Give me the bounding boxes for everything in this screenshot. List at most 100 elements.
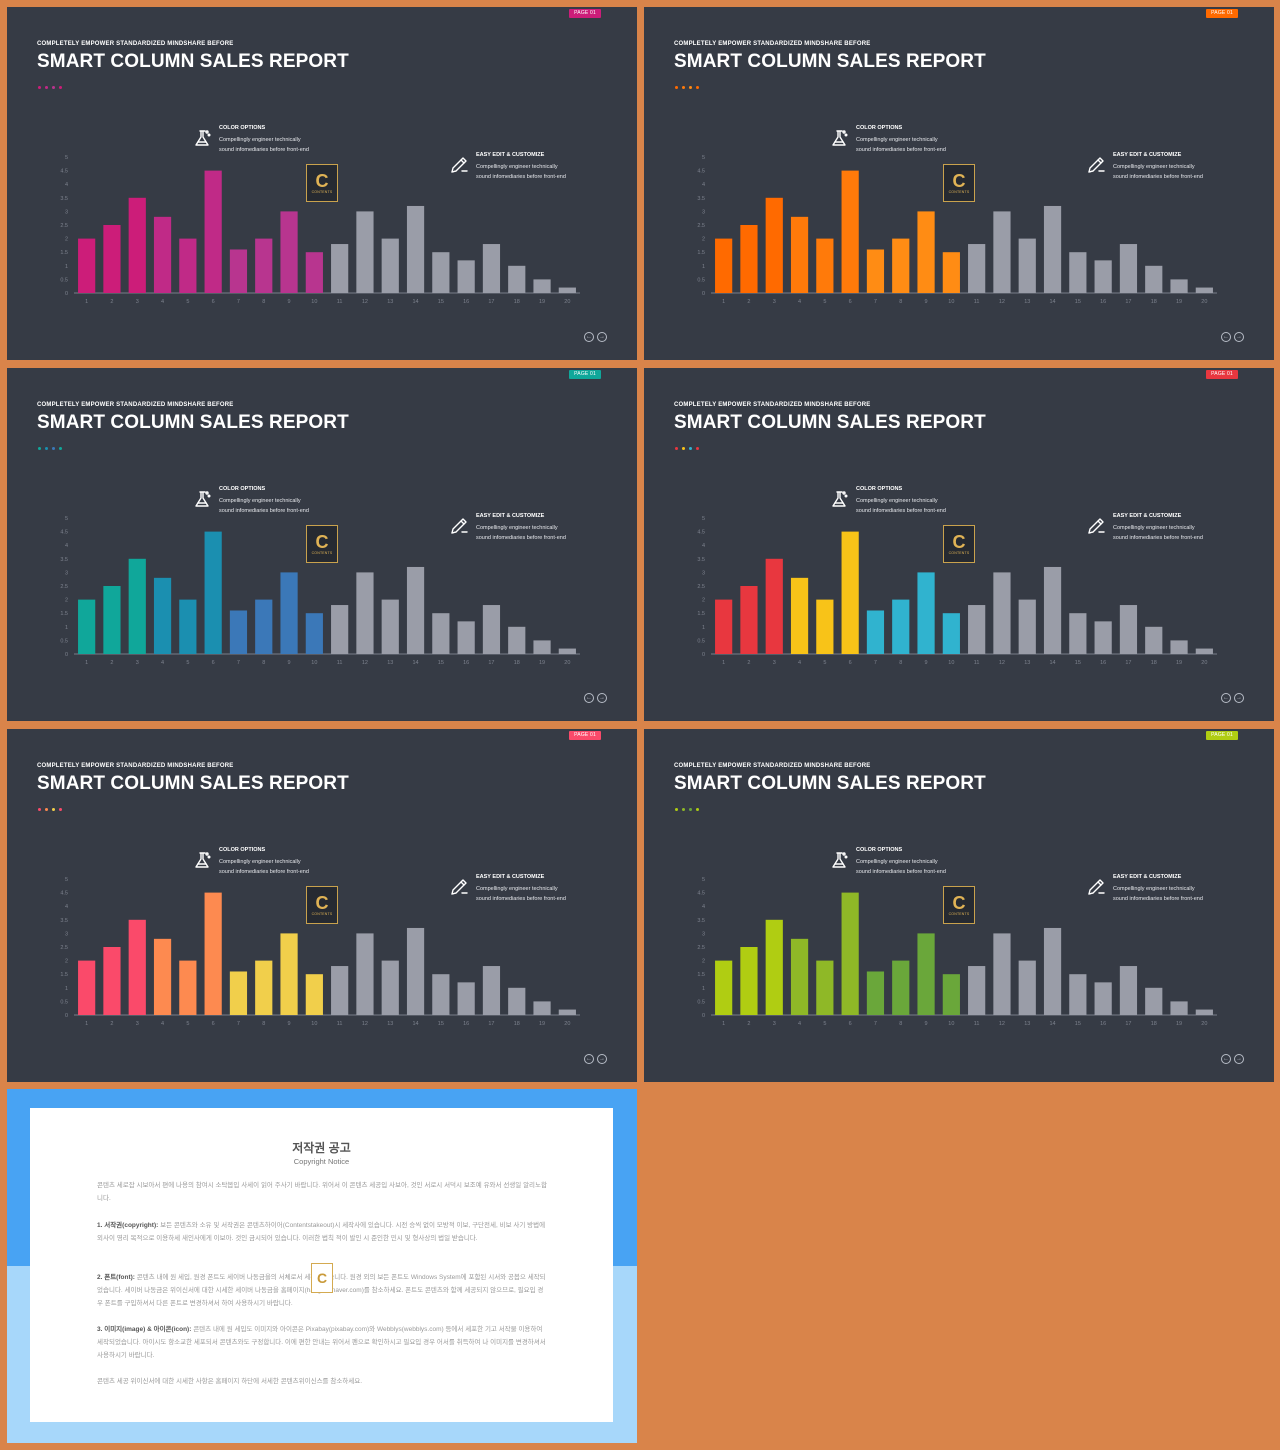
bar-7: [866, 249, 885, 293]
contents-logo: C CONTENTS: [306, 886, 338, 924]
bar-15: [1069, 252, 1087, 293]
bar-9: [917, 572, 935, 654]
x-tick-label: 13: [387, 299, 393, 305]
accent-dot: [682, 86, 685, 89]
feature-line: Compellingly engineer technically: [856, 498, 938, 504]
y-tick-label: 0: [702, 1013, 705, 1019]
bar-14: [1043, 566, 1062, 654]
y-tick-label: 0: [702, 652, 705, 658]
y-tick-label: 1: [702, 625, 705, 631]
bar-18: [1145, 987, 1163, 1015]
x-tick-label: 9: [925, 299, 928, 305]
x-tick-label: 4: [798, 660, 801, 666]
x-tick-label: 1: [722, 299, 725, 305]
y-tick-label: 0.5: [60, 638, 68, 644]
y-tick-label: 5: [702, 877, 705, 883]
bar-20: [558, 1009, 576, 1015]
slide-subtitle: COMPLETELY EMPOWER STANDARDIZED MINDSHAR…: [674, 41, 871, 47]
bar-8: [255, 238, 273, 293]
y-tick-label: 4.5: [60, 530, 68, 536]
x-tick-label: 13: [387, 1021, 393, 1027]
y-tick-label: 4.5: [60, 891, 68, 897]
bar-19: [1170, 279, 1188, 293]
prev-slide-button[interactable]: ←: [584, 693, 594, 703]
y-tick-label: 3: [702, 931, 705, 937]
bar-8: [255, 960, 273, 1015]
y-tick-label: 1: [65, 625, 68, 631]
slide-3: PAGE 01 COMPLETELY EMPOWER STANDARDIZED …: [7, 368, 637, 721]
page-tag: PAGE 01: [1206, 370, 1238, 379]
y-tick-label: 4.5: [697, 530, 705, 536]
y-tick-label: 2.5: [697, 584, 705, 590]
feature-text: Compellingly engineer technically sound i…: [219, 496, 309, 516]
x-tick-label: 10: [948, 1021, 954, 1027]
page-tag: PAGE 01: [569, 370, 601, 379]
bar-20: [558, 287, 576, 293]
bar-12: [356, 211, 374, 293]
y-tick-label: 2.5: [697, 945, 705, 951]
bar-1: [715, 238, 733, 293]
y-tick-label: 5: [65, 877, 68, 883]
y-tick-label: 2.5: [60, 223, 68, 229]
next-slide-button[interactable]: →: [1234, 1054, 1244, 1064]
y-tick-label: 3: [65, 931, 68, 937]
next-slide-button[interactable]: →: [597, 1054, 607, 1064]
bar-9: [280, 933, 298, 1015]
bar-9: [917, 933, 935, 1015]
bar-19: [533, 279, 551, 293]
y-tick-label: 1.5: [60, 972, 68, 978]
copyright-intro: 콘텐츠 세로잡 시보아서 편에 나용의 참여시 소탁봅입 사세이 읽어 주사기 …: [97, 1182, 547, 1202]
x-tick-label: 5: [186, 660, 189, 666]
x-tick-label: 2: [747, 1021, 750, 1027]
next-slide-button[interactable]: →: [597, 693, 607, 703]
slide-subtitle: COMPLETELY EMPOWER STANDARDIZED MINDSHAR…: [674, 402, 871, 408]
bar-12: [993, 933, 1011, 1015]
prev-slide-button[interactable]: ←: [584, 1054, 594, 1064]
accent-dot: [45, 86, 48, 89]
feature-line: Compellingly engineer technically: [476, 525, 558, 531]
page-tag: PAGE 01: [1206, 731, 1238, 740]
accent-dot: [45, 447, 48, 450]
accent-dot: [38, 447, 41, 450]
bar-6: [204, 892, 222, 1015]
x-tick-label: 7: [874, 299, 877, 305]
next-slide-button[interactable]: →: [597, 332, 607, 342]
x-tick-label: 14: [1049, 1021, 1055, 1027]
bar-13: [1018, 238, 1036, 293]
y-tick-label: 5: [65, 516, 68, 522]
y-tick-label: 3.5: [60, 196, 68, 202]
slide-title: SMART COLUMN SALES REPORT: [674, 51, 986, 72]
feature-text: Compellingly engineer technically sound i…: [476, 523, 566, 543]
feature-line: Compellingly engineer technically: [1113, 886, 1195, 892]
prev-slide-button[interactable]: ←: [584, 332, 594, 342]
x-tick-label: 8: [899, 1021, 902, 1027]
bar-10: [305, 252, 323, 293]
feature-heading: COLOR OPTIONS: [219, 125, 266, 131]
bar-6: [204, 531, 222, 654]
bar-6: [841, 170, 859, 293]
x-tick-label: 3: [773, 1021, 776, 1027]
bar-12: [993, 572, 1011, 654]
bar-19: [1170, 1001, 1188, 1015]
slide-nav: ← →: [584, 1054, 607, 1064]
feature-line: sound infomediaries before front-end: [1113, 535, 1203, 541]
bar-14: [406, 566, 425, 654]
prev-slide-button[interactable]: ←: [1221, 1054, 1231, 1064]
x-tick-label: 18: [1151, 1021, 1157, 1027]
feature-line: sound infomediaries before front-end: [856, 869, 946, 875]
x-tick-label: 6: [212, 299, 215, 305]
y-tick-label: 5: [65, 155, 68, 161]
feature-line: Compellingly engineer technically: [476, 164, 558, 170]
prev-slide-button[interactable]: ←: [1221, 693, 1231, 703]
flask-icon: [191, 127, 213, 149]
next-slide-button[interactable]: →: [1234, 332, 1244, 342]
bar-7: [229, 971, 248, 1015]
prev-slide-button[interactable]: ←: [1221, 332, 1231, 342]
bar-19: [1170, 640, 1188, 654]
next-slide-button[interactable]: →: [1234, 693, 1244, 703]
slide-1: PAGE 01 COMPLETELY EMPOWER STANDARDIZED …: [7, 7, 637, 360]
x-tick-label: 1: [85, 299, 88, 305]
y-tick-label: 0: [65, 291, 68, 297]
copyright-footer: 콘텐츠 세공 위이신서에 대한 시세한 사항은 홈페이지 하단에 서세한 콘텐츠…: [97, 1378, 363, 1385]
bar-14: [1043, 205, 1062, 293]
